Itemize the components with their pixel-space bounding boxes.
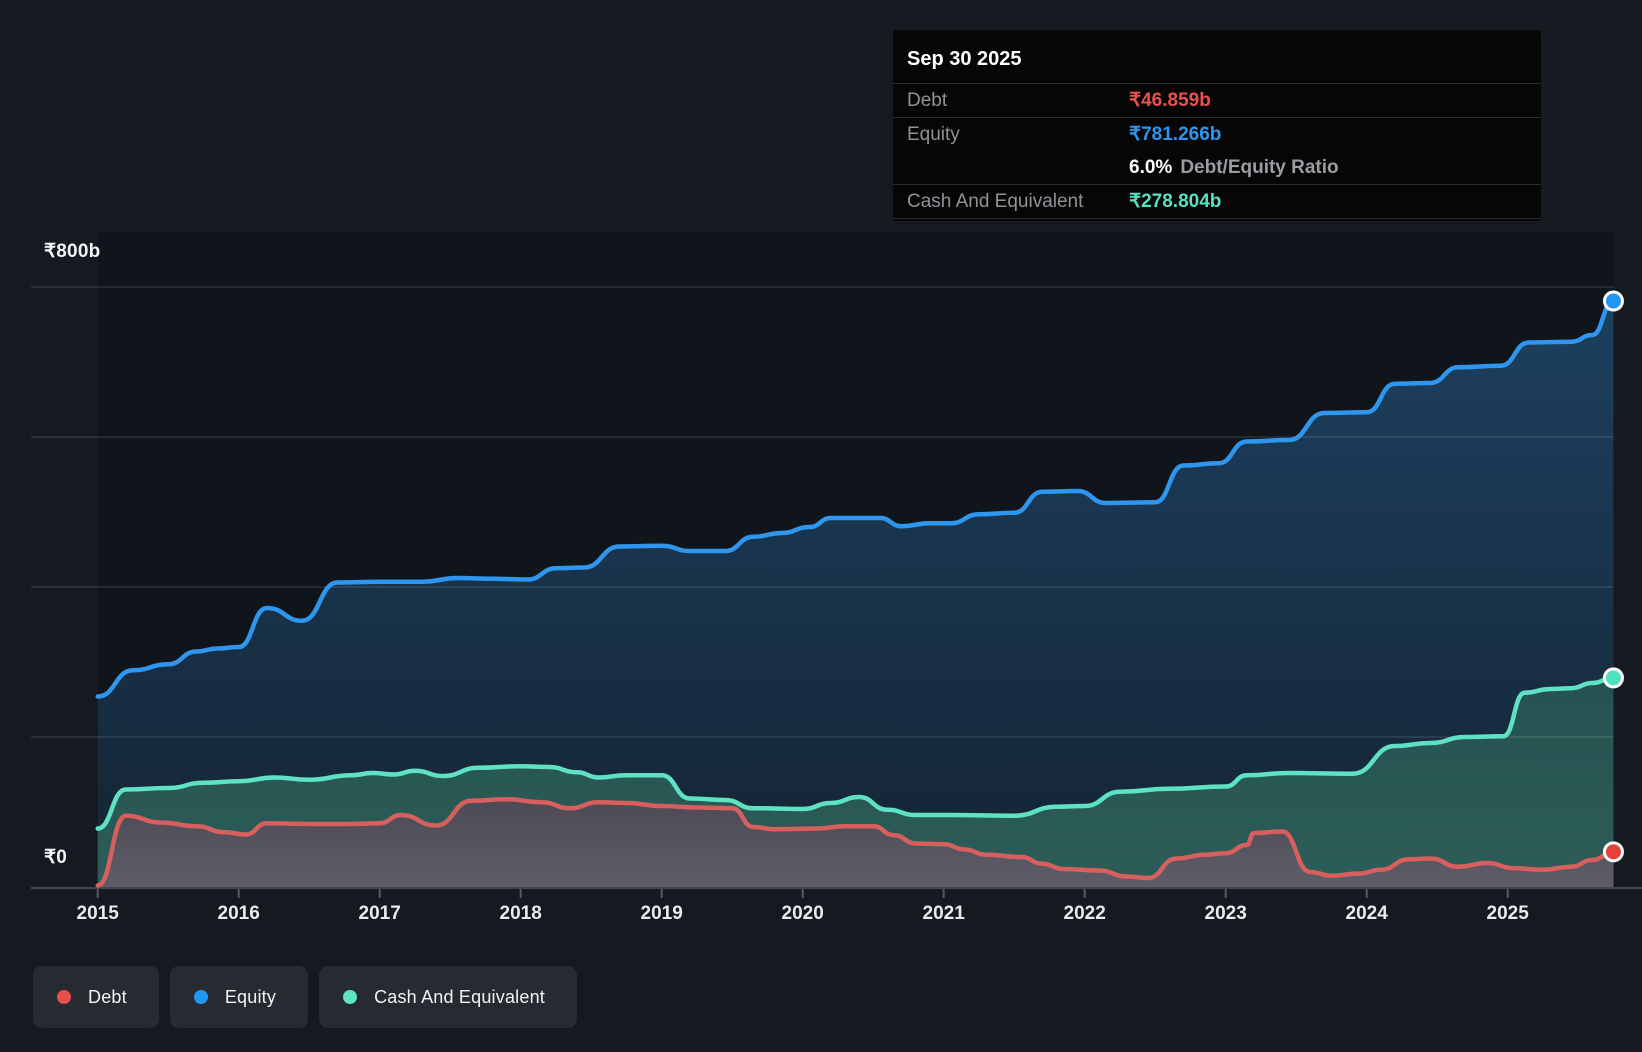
legend-item-debt[interactable]: Debt	[33, 966, 159, 1028]
tooltip-debt-label: Debt	[907, 89, 948, 111]
tooltip-cash-label: Cash And Equivalent	[907, 190, 1084, 212]
x-axis-label-2019: 2019	[641, 903, 683, 924]
y-axis-label-0: ₹0	[44, 847, 68, 868]
tooltip-equity-value: ₹781.266b	[1129, 124, 1222, 145]
cash-endpoint-dot	[1602, 667, 1624, 689]
equity-endpoint-dot	[1602, 290, 1624, 312]
legend-item-cash[interactable]: Cash And Equivalent	[319, 966, 577, 1028]
x-axis-label-2016: 2016	[218, 903, 260, 924]
x-axis-label-2018: 2018	[500, 903, 542, 924]
legend-item-equity[interactable]: Equity	[169, 966, 309, 1028]
x-axis-label-2023: 2023	[1205, 903, 1247, 924]
tooltip-separator	[893, 184, 1541, 185]
equity-line	[95, 298, 1616, 699]
tooltip-ratio-row: 6.0% Debt/Equity Ratio	[893, 151, 1541, 184]
legend-cash-label: Cash And Equivalent	[374, 986, 545, 1007]
tooltip-equity-label: Equity	[907, 123, 960, 145]
tooltip-separator	[893, 218, 1541, 219]
tooltip-ratio-label: Debt/Equity Ratio	[1180, 156, 1339, 178]
x-axis-label-2022: 2022	[1064, 903, 1106, 924]
legend-equity-label: Equity	[224, 986, 277, 1007]
legend-debt-label: Debt	[88, 986, 127, 1007]
debt-dot-icon	[57, 990, 71, 1004]
x-axis-label-2020: 2020	[782, 903, 824, 924]
cash-dot-icon	[343, 990, 358, 1004]
x-axis-label-2025: 2025	[1487, 903, 1530, 924]
tooltip-cash-value: ₹278.804b	[1129, 191, 1222, 212]
x-axis-label-2021: 2021	[923, 903, 966, 924]
x-axis-label-2024: 2024	[1346, 903, 1389, 924]
tooltip-equity-row: Equity ₹781.266b	[893, 118, 1541, 151]
cash-line	[95, 675, 1616, 831]
tooltip-date: Sep 30 2025	[907, 48, 1022, 70]
tooltip-ratio-value: 6.0%	[1129, 156, 1173, 178]
tooltip-separator	[893, 83, 1541, 84]
x-axis-label-2017: 2017	[359, 903, 401, 924]
hover-tooltip: Sep 30 2025 Debt ₹46.859b Equity ₹781.26…	[893, 30, 1541, 221]
equity-area	[97, 301, 1614, 887]
y-axis-label-800b: ₹800b	[44, 241, 101, 262]
tooltip-debt-row: Debt ₹46.859b	[893, 84, 1541, 117]
x-axis-label-2015: 2015	[77, 903, 120, 924]
tooltip-separator	[893, 117, 1541, 118]
tooltip-ratio: 6.0% Debt/Equity Ratio	[1129, 157, 1527, 179]
tooltip-cash-row: Cash And Equivalent ₹278.804b	[893, 185, 1541, 218]
debt-line	[95, 797, 1616, 888]
equity-dot-icon	[193, 990, 208, 1004]
chart-legend: Debt Equity Cash And Equivalent	[33, 966, 577, 1028]
debt-area	[97, 799, 1614, 887]
debt-endpoint-dot	[1602, 841, 1624, 863]
tooltip-debt-value: ₹46.859b	[1129, 90, 1211, 111]
